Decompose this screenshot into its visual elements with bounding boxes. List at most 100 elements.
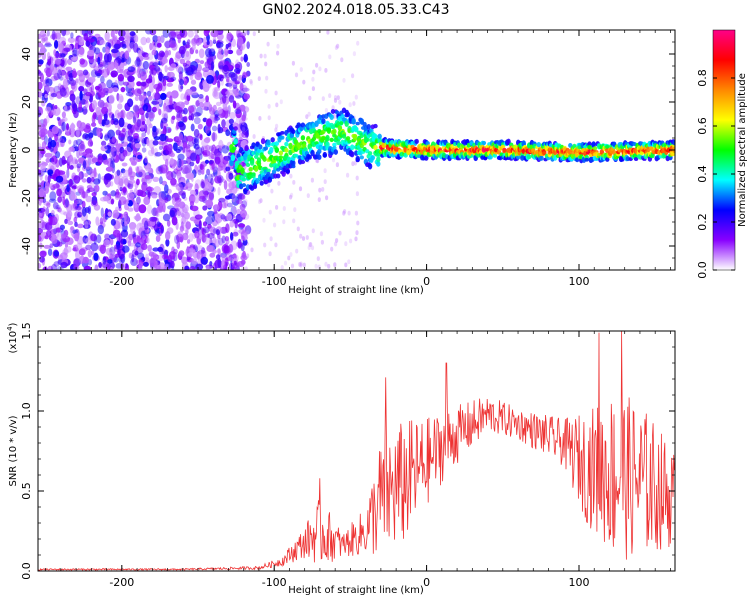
heat-cell bbox=[137, 68, 141, 74]
heat-cell bbox=[137, 73, 142, 79]
heat-cell bbox=[91, 157, 99, 163]
heat-cell bbox=[274, 127, 278, 133]
heat-cell bbox=[55, 227, 61, 233]
heat-cell bbox=[84, 220, 89, 229]
heat-cell bbox=[291, 60, 295, 66]
heat-cell bbox=[106, 79, 113, 89]
heat-cell bbox=[149, 216, 158, 222]
heat-cell bbox=[198, 190, 206, 200]
heat-cell bbox=[106, 157, 114, 168]
heat-cell bbox=[90, 242, 99, 252]
heat-cell bbox=[170, 90, 179, 99]
heat-cell bbox=[291, 129, 296, 135]
heat-cell bbox=[129, 31, 136, 37]
heat-cell bbox=[342, 210, 346, 216]
heat-cell bbox=[347, 210, 351, 216]
heat-cell bbox=[238, 74, 242, 83]
heat-cell bbox=[70, 56, 79, 61]
heat-cell bbox=[153, 223, 159, 232]
heat-cell bbox=[274, 141, 279, 146]
heat-cell bbox=[265, 75, 269, 81]
heat-cell bbox=[376, 156, 381, 163]
heat-cell bbox=[66, 246, 72, 253]
heat-cell bbox=[116, 169, 121, 176]
heat-cell bbox=[156, 254, 164, 262]
heat-cell bbox=[144, 220, 149, 231]
heat-cell bbox=[59, 224, 65, 230]
heat-cell bbox=[187, 182, 191, 187]
heat-cell bbox=[71, 49, 80, 57]
colorbar-label: Normalized spectral amplitude bbox=[737, 73, 748, 227]
heat-cell bbox=[234, 108, 242, 115]
heat-cell bbox=[54, 30, 62, 38]
heat-cell bbox=[131, 254, 135, 263]
heat-cell bbox=[285, 169, 290, 174]
heat-cell bbox=[96, 127, 100, 137]
heat-cell bbox=[239, 203, 246, 211]
heat-cell bbox=[182, 147, 186, 153]
heat-cell bbox=[85, 195, 93, 203]
heat-cell bbox=[173, 168, 179, 175]
heat-cell bbox=[138, 261, 143, 270]
heat-cell bbox=[155, 128, 162, 135]
heat-cell bbox=[672, 139, 675, 146]
heat-cell bbox=[242, 139, 247, 145]
heat-cell bbox=[280, 131, 285, 135]
heat-cell bbox=[76, 163, 82, 169]
spectrogram-x-ticks: -200 -100 0 100 bbox=[45, 30, 671, 288]
heat-cell bbox=[332, 142, 337, 147]
heat-cell bbox=[197, 38, 203, 45]
heat-cell bbox=[44, 152, 53, 158]
spectrogram-panel: -200 -100 0 100 40 20 0 -20 -40 Height of strai… bbox=[8, 29, 676, 296]
heat-cell bbox=[105, 110, 109, 119]
heat-cell bbox=[142, 235, 146, 241]
snr-y-tick-label: 1.0 bbox=[20, 402, 33, 420]
heat-cell bbox=[233, 126, 238, 131]
heat-cell bbox=[194, 252, 202, 261]
heat-cell bbox=[156, 206, 164, 213]
heat-cell bbox=[117, 112, 122, 117]
heat-cell bbox=[264, 88, 268, 94]
heat-cell bbox=[162, 108, 169, 118]
heat-cell bbox=[183, 115, 188, 122]
heat-cell bbox=[216, 41, 224, 49]
heat-cell bbox=[122, 239, 127, 245]
heat-cell bbox=[290, 192, 294, 198]
heat-cell bbox=[184, 164, 192, 174]
heat-cell bbox=[221, 235, 226, 244]
heat-cell bbox=[145, 37, 151, 44]
heat-cell bbox=[184, 100, 190, 106]
heat-cell bbox=[284, 147, 289, 153]
heat-cell bbox=[230, 205, 237, 216]
heat-cell bbox=[48, 198, 57, 203]
spectrogram-y-tick-label: 20 bbox=[20, 95, 33, 109]
heat-cell bbox=[280, 265, 284, 270]
heat-cell bbox=[79, 58, 85, 65]
heat-cell bbox=[45, 207, 50, 217]
heat-cell bbox=[185, 151, 190, 158]
heat-cell bbox=[145, 253, 149, 262]
heat-cell bbox=[90, 84, 95, 93]
heat-cell bbox=[183, 167, 191, 174]
heat-cell bbox=[292, 218, 296, 224]
heat-cell bbox=[240, 122, 248, 132]
heat-cell bbox=[97, 99, 105, 108]
heat-cell bbox=[170, 76, 177, 82]
heat-cell bbox=[299, 261, 303, 267]
snr-y-label: SNR (10 * v/v) bbox=[8, 415, 19, 486]
heat-cell bbox=[241, 177, 247, 182]
heat-cell bbox=[242, 72, 248, 79]
heat-cell bbox=[325, 134, 330, 142]
heat-cell bbox=[257, 76, 261, 81]
heat-cell bbox=[351, 73, 355, 79]
heat-cell bbox=[333, 262, 337, 268]
heat-cell bbox=[140, 81, 147, 87]
heat-cell bbox=[177, 37, 181, 44]
heat-cell bbox=[194, 230, 200, 239]
heat-cell bbox=[160, 122, 169, 128]
heat-cell bbox=[236, 77, 240, 83]
heat-cell bbox=[124, 203, 130, 211]
heat-cell bbox=[152, 176, 160, 182]
heat-cell bbox=[343, 209, 347, 214]
heat-cell bbox=[218, 61, 224, 69]
